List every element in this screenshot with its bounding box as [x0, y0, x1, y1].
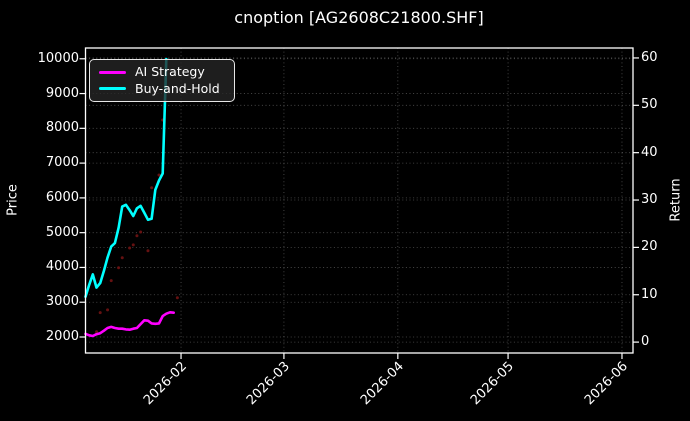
series-line-buy-and-hold — [84, 57, 168, 299]
price-tick-label: 9000 — [45, 85, 79, 101]
return-tick-label: 0 — [641, 334, 650, 350]
return-tick-label: 10 — [641, 286, 658, 302]
scatter-dot-unlabeled-red-dots — [175, 296, 179, 300]
scatter-dot-unlabeled-red-dots — [157, 173, 161, 177]
legend-entry: Buy-and-Hold — [99, 81, 225, 97]
series-line-ai-strategy — [84, 310, 175, 338]
right-axis-label: Return — [668, 178, 684, 222]
price-tick-label: 6000 — [45, 189, 79, 205]
legend-label: AI Strategy — [135, 64, 205, 80]
price-tick-label: 7000 — [45, 155, 79, 171]
scatter-dot-unlabeled-red-dots — [135, 234, 139, 238]
scatter-dot-unlabeled-red-dots — [128, 246, 132, 250]
legend-label: Buy-and-Hold — [135, 80, 220, 96]
price-tick-label: 10000 — [37, 50, 79, 66]
legend-swatch — [99, 87, 126, 91]
scatter-dot-unlabeled-red-dots — [139, 230, 143, 234]
price-tick-label: 4000 — [45, 259, 79, 275]
scatter-dot-unlabeled-red-dots — [106, 308, 110, 312]
scatter-dot-unlabeled-red-dots — [120, 256, 124, 260]
scatter-dot-unlabeled-red-dots — [146, 249, 150, 253]
return-tick-label: 50 — [641, 97, 658, 113]
scatter-dot-unlabeled-red-dots — [98, 311, 102, 315]
price-tick-label: 2000 — [45, 329, 79, 344]
legend-swatch — [99, 70, 126, 74]
price-tick-label: 3000 — [45, 294, 79, 310]
scatter-dot-unlabeled-red-dots — [150, 186, 154, 190]
left-axis-label: Price — [5, 184, 21, 216]
price-tick-label: 8000 — [45, 120, 79, 136]
return-tick-label: 40 — [641, 144, 658, 160]
return-tick-label: 60 — [641, 49, 658, 65]
scatter-dot-unlabeled-red-dots — [95, 330, 99, 334]
scatter-dot-unlabeled-red-dots — [131, 243, 135, 247]
legend: AI Strategy Buy-and-Hold — [89, 59, 235, 102]
return-tick-label: 30 — [641, 192, 658, 208]
legend-entry: AI Strategy — [99, 64, 225, 80]
chart-title: cnoption [AG2608C21800.SHF] — [234, 8, 484, 27]
scatter-dot-unlabeled-red-dots — [117, 266, 121, 270]
scatter-dot-unlabeled-red-dots — [109, 279, 113, 283]
price-tick-label: 5000 — [45, 224, 79, 240]
return-tick-label: 20 — [641, 239, 658, 255]
